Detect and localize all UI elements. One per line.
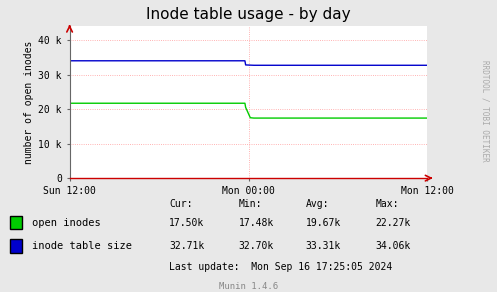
Text: inode table size: inode table size (32, 241, 132, 251)
Text: 22.27k: 22.27k (375, 218, 411, 228)
Text: 17.48k: 17.48k (239, 218, 274, 228)
Text: RRDTOOL / TOBI OETIKER: RRDTOOL / TOBI OETIKER (480, 60, 489, 162)
Text: Max:: Max: (375, 199, 399, 209)
Text: 32.71k: 32.71k (169, 241, 204, 251)
Y-axis label: number of open inodes: number of open inodes (24, 41, 34, 164)
Text: Cur:: Cur: (169, 199, 192, 209)
Text: open inodes: open inodes (32, 218, 101, 228)
Text: 19.67k: 19.67k (306, 218, 341, 228)
Title: Inode table usage - by day: Inode table usage - by day (146, 7, 351, 22)
Text: Avg:: Avg: (306, 199, 329, 209)
Text: 34.06k: 34.06k (375, 241, 411, 251)
Text: Munin 1.4.6: Munin 1.4.6 (219, 282, 278, 291)
Text: 32.70k: 32.70k (239, 241, 274, 251)
Text: 33.31k: 33.31k (306, 241, 341, 251)
Text: Min:: Min: (239, 199, 262, 209)
Text: 17.50k: 17.50k (169, 218, 204, 228)
Text: Last update:  Mon Sep 16 17:25:05 2024: Last update: Mon Sep 16 17:25:05 2024 (169, 262, 392, 272)
